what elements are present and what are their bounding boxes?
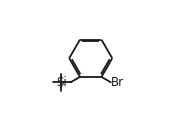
Text: Si: Si xyxy=(56,76,67,89)
Text: Br: Br xyxy=(111,76,124,89)
